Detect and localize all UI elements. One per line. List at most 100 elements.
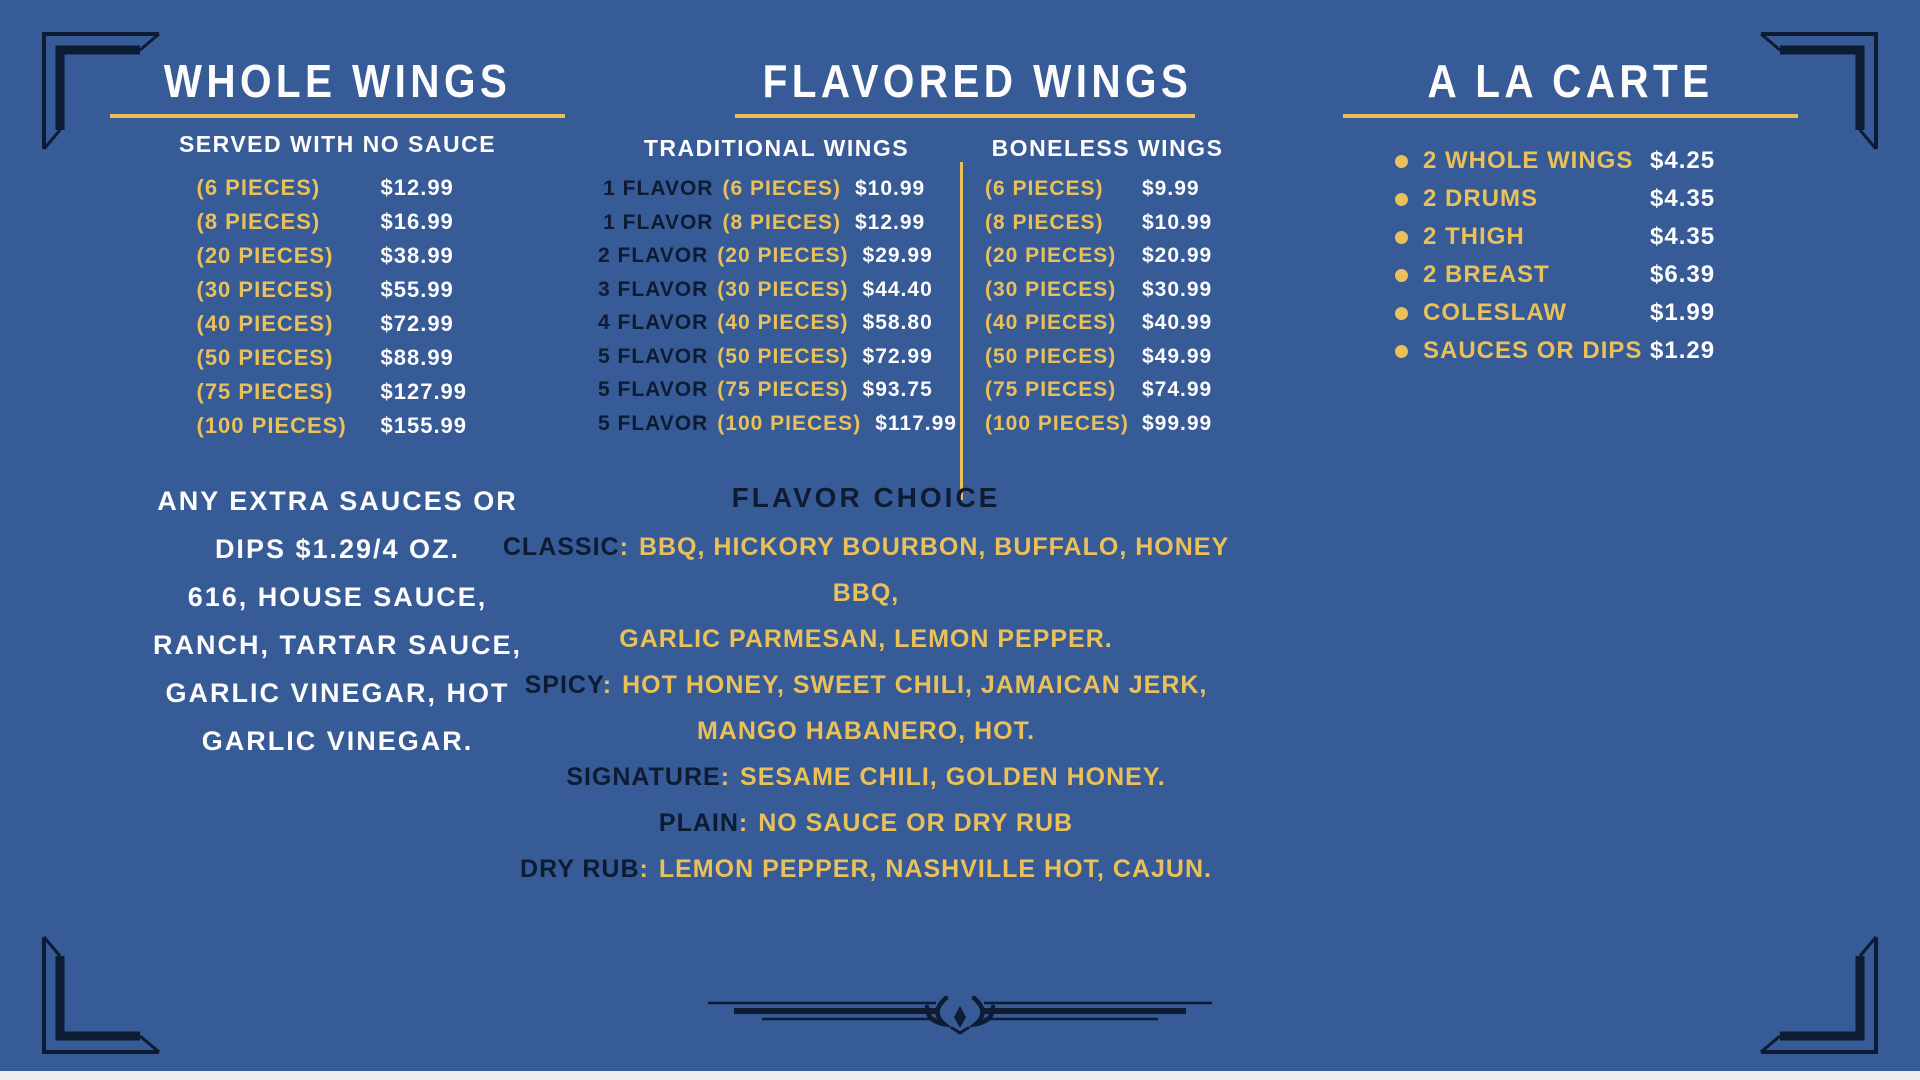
a-la-carte-section: A LA CARTE 2 WHOLE WINGS $4.25 2 DRUMS $…: [1343, 58, 1798, 370]
traditional-wings-header: TRADITIONAL WINGS: [643, 135, 910, 161]
whole-wings-price-list: (6 PIECES) $12.99 (8 PIECES) $16.99 (20 …: [197, 175, 479, 447]
flavor-category-label: DRY RUB: [520, 855, 640, 883]
bullet-icon: [1395, 230, 1408, 244]
price-value: $10.99: [855, 177, 926, 201]
price-row: 5 FLAVOR (50 PIECES) $72.99: [598, 345, 955, 379]
price-row: COLESLAW $1.99: [1395, 294, 1798, 332]
flavor-choice-list: CLASSIC: BBQ, HICKORY BOURBON, BUFFALO, H…: [492, 524, 1240, 892]
whole-wings-title: WHOLE WINGS: [163, 55, 512, 107]
pieces-label: (30 PIECES): [985, 277, 1117, 301]
note-line: GARLIC VINEGAR, HOT: [165, 678, 510, 709]
pieces-label: (40 PIECES): [985, 311, 1117, 335]
flavor-line: SIGNATURE: SESAME CHILI, GOLDEN HONEY.: [492, 754, 1240, 800]
title-underline: [735, 114, 1195, 118]
price-value: $4.25: [1650, 147, 1716, 174]
price-value: $29.99: [862, 244, 933, 268]
item-label: 2 DRUMS: [1423, 185, 1539, 212]
price-value: $9.99: [1142, 177, 1200, 201]
price-value: $72.99: [380, 311, 454, 337]
column-divider: [960, 162, 963, 500]
price-row: (40 PIECES) $72.99: [197, 311, 479, 345]
price-value: $4.35: [1650, 185, 1716, 212]
title-underline: [1343, 114, 1798, 118]
pieces-label: (75 PIECES): [985, 378, 1117, 402]
pieces-label: (6 PIECES): [985, 177, 1104, 201]
price-row: (20 PIECES) $38.99: [197, 243, 479, 277]
price-row: 1 FLAVOR (8 PIECES) $12.99: [598, 211, 955, 245]
pieces-label: (100 PIECES): [196, 413, 347, 439]
pieces-label: (30 PIECES): [196, 277, 334, 303]
price-value: $12.99: [855, 210, 926, 234]
price-row: 2 THIGH $4.35: [1395, 218, 1798, 256]
pieces-label: (50 PIECES): [196, 345, 334, 371]
price-row: 2 BREAST $6.39: [1395, 256, 1798, 294]
item-label: 2 FLAVOR (20 PIECES): [598, 244, 849, 268]
price-row: (50 PIECES) $49.99: [985, 345, 1230, 379]
price-value: $12.99: [380, 175, 454, 201]
item-label: COLESLAW: [1423, 299, 1567, 326]
price-row: (75 PIECES) $74.99: [985, 378, 1230, 412]
title-underline: [110, 114, 565, 118]
pieces-label: (40 PIECES): [196, 311, 334, 337]
price-row: SAUCES OR DIPS $1.29: [1395, 332, 1798, 370]
flavor-category-label: CLASSIC: [502, 533, 620, 561]
flavor-line-main: PLAIN: NO SAUCE OR DRY RUB: [492, 800, 1240, 846]
price-value: $30.99: [1142, 277, 1213, 301]
pieces-label: (20 PIECES): [196, 243, 334, 269]
flavor-count-label: 5 FLAVOR: [598, 378, 709, 402]
pieces-label: (6 PIECES): [196, 175, 321, 201]
price-row: (20 PIECES) $20.99: [985, 244, 1230, 278]
bullet-icon: [1395, 154, 1408, 168]
flavor-line: PLAIN: NO SAUCE OR DRY RUB: [492, 800, 1240, 846]
price-value: $117.99: [875, 411, 957, 435]
flavor-items: SESAME CHILI, GOLDEN HONEY.: [740, 763, 1166, 791]
pieces-label: (6 PIECES): [722, 177, 841, 201]
flavor-count-label: 1 FLAVOR: [603, 177, 714, 201]
price-row: (75 PIECES) $127.99: [197, 379, 479, 413]
pieces-label: (75 PIECES): [717, 378, 849, 402]
extra-sauces-note: ANY EXTRA SAUCES OR DIPS $1.29/4 OZ. 616…: [110, 477, 565, 765]
corner-ornament-top-left-icon: [36, 26, 161, 151]
flavor-count-label: 3 FLAVOR: [598, 277, 709, 301]
bottom-edge-strip: [0, 1071, 1920, 1080]
flavor-items: BBQ, HICKORY BOURBON, BUFFALO, HONEY BBQ…: [638, 533, 1230, 607]
price-value: $20.99: [1142, 244, 1213, 268]
note-line: ANY EXTRA SAUCES OR: [157, 486, 518, 517]
note-line: GARLIC VINEGAR.: [201, 726, 474, 757]
corner-ornament-bottom-right-icon: [1759, 935, 1884, 1060]
flavor-choice-header: FLAVOR CHOICE: [731, 482, 1001, 513]
price-value: $74.99: [1142, 378, 1213, 402]
price-value: $16.99: [380, 209, 454, 235]
price-row: 5 FLAVOR (75 PIECES) $93.75: [598, 378, 955, 412]
price-value: $99.99: [1142, 411, 1213, 435]
boneless-wings-header: BONELESS WINGS: [991, 135, 1224, 161]
pieces-label: (40 PIECES): [717, 311, 849, 335]
price-value: $93.75: [862, 378, 933, 402]
boneless-wings-column: BONELESS WINGS (6 PIECES) $9.99 (8 PIECE…: [985, 122, 1230, 445]
item-label: 1 FLAVOR (8 PIECES): [598, 211, 841, 235]
note-line: 616, HOUSE SAUCE,: [187, 582, 488, 613]
flavored-wings-section: FLAVORED WINGS: [735, 58, 1195, 118]
price-value: $4.35: [1650, 223, 1716, 250]
item-label: 2 THIGH: [1423, 223, 1525, 250]
corner-ornament-bottom-left-icon: [36, 935, 161, 1060]
item-label: 5 FLAVOR (75 PIECES): [598, 378, 849, 402]
price-row: 2 WHOLE WINGS $4.25: [1395, 142, 1798, 180]
whole-wings-subtitle: SERVED WITH NO SAUCE: [178, 131, 497, 157]
flavor-count-label: 5 FLAVOR: [598, 344, 709, 368]
price-value: $1.29: [1650, 337, 1716, 364]
flavor-count-label: 2 FLAVOR: [598, 244, 709, 268]
pieces-label: (8 PIECES): [985, 210, 1104, 234]
note-line: RANCH, TARTAR SAUCE,: [153, 630, 522, 661]
a-la-carte-list: 2 WHOLE WINGS $4.25 2 DRUMS $4.35 2 THIG…: [1343, 142, 1798, 370]
item-label: 2 WHOLE WINGS: [1423, 147, 1634, 174]
price-row: 1 FLAVOR (6 PIECES) $10.99: [598, 177, 955, 211]
flavor-category-label: SPICY: [524, 671, 603, 699]
flavor-count-label: 5 FLAVOR: [598, 411, 709, 435]
traditional-wings-price-list: 1 FLAVOR (6 PIECES) $10.99 1 FLAVOR (8 PIE…: [598, 177, 957, 445]
item-label: 3 FLAVOR (30 PIECES): [598, 278, 849, 302]
price-value: $127.99: [380, 379, 468, 405]
flavor-count-label: 4 FLAVOR: [598, 311, 709, 335]
divider-flourish-icon: [700, 988, 1220, 1036]
bullet-icon: [1395, 268, 1408, 282]
